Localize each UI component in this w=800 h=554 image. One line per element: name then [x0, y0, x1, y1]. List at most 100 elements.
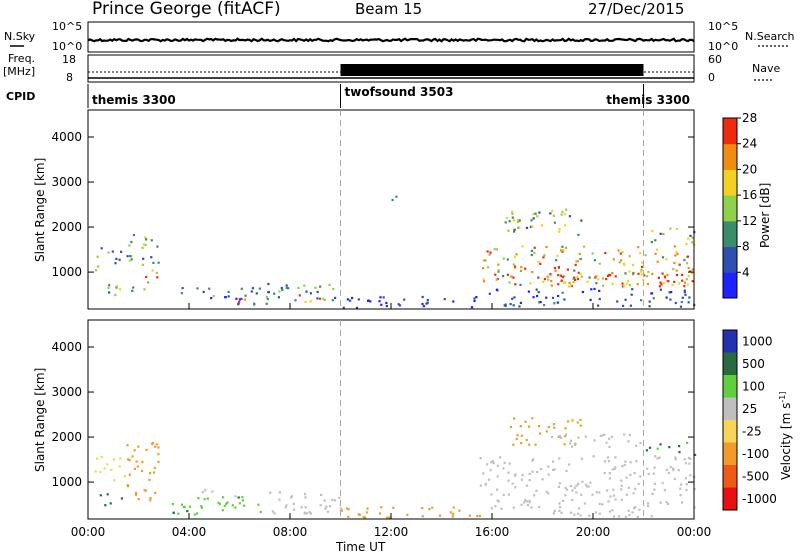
scatter-cell: [285, 284, 288, 287]
scatter-cell: [632, 507, 636, 510]
power-colorbar-swatch: [723, 195, 737, 222]
scatter-cell: [524, 267, 527, 270]
scatter-cell: [532, 213, 535, 216]
scatter-cell: [558, 457, 561, 460]
scatter-cell: [490, 507, 493, 510]
scatter-cell: [577, 512, 580, 515]
scatter-cell: [300, 506, 303, 509]
scatter-cell: [539, 301, 542, 304]
scatter-cell: [613, 467, 616, 470]
scatter-cell: [589, 298, 592, 301]
scatter-cell: [507, 229, 510, 232]
scatter-cell: [573, 486, 576, 490]
scatter-cell: [621, 282, 624, 285]
scatter-cell: [591, 493, 594, 496]
scatter-cell: [581, 480, 584, 483]
scatter-cell: [182, 505, 185, 508]
scatter-cell: [675, 251, 678, 254]
scatter-cell: [524, 499, 527, 502]
scatter-cell: [208, 287, 211, 290]
scatter-cell: [564, 486, 567, 490]
scatter-cell: [94, 470, 97, 473]
scatter-cell: [537, 425, 541, 428]
scatter-cell: [645, 449, 648, 452]
velocity-colorbar-swatch: [723, 442, 737, 466]
scatter-cell: [319, 504, 322, 507]
scatter-cell: [152, 471, 156, 474]
scatter-cell: [568, 215, 571, 218]
scatter-cell: [559, 506, 562, 509]
scatter-cell: [640, 299, 643, 302]
scatter-cell: [683, 458, 686, 461]
scatter-cell: [258, 287, 261, 290]
scatter-cell: [586, 280, 589, 283]
scatter-cell: [623, 264, 626, 267]
scatter-cell: [672, 268, 675, 271]
cpid-row: CPID themis 3300 twofsound 3503 themis 330…: [6, 84, 690, 108]
scatter-cell: [378, 512, 382, 515]
scatter-cell: [520, 503, 523, 506]
scatter-cell: [552, 468, 555, 471]
scatter-cell: [675, 269, 678, 272]
scatter-cell: [238, 298, 241, 301]
scatter-cell: [385, 304, 388, 308]
scatter-cell: [331, 299, 334, 302]
scatter-cell: [537, 260, 540, 263]
scatter-cell: [496, 499, 499, 502]
nsky-panel: N.Sky 10^5 10^0 10^5 10^0 N.Search: [4, 20, 795, 53]
scatter-cell: [106, 493, 109, 496]
scatter-cell: [561, 291, 564, 294]
scatter-cell: [619, 252, 622, 255]
scatter-cell: [186, 510, 189, 513]
scatter-cell: [612, 494, 616, 497]
scatter-cell: [534, 443, 537, 446]
scatter-cell: [154, 445, 157, 448]
scatter-cell: [632, 271, 635, 275]
scatter-cell: [580, 219, 583, 222]
scatter-cell: [421, 515, 424, 518]
scatter-cell: [511, 212, 514, 215]
scatter-cell: [673, 477, 676, 480]
scatter-cell: [532, 217, 535, 220]
scatter-cell: [475, 296, 478, 299]
scatter-cell: [489, 469, 492, 472]
scatter-cell: [133, 467, 136, 470]
scatter-cell: [479, 457, 482, 460]
scatter-cell: [328, 283, 331, 286]
scatter-cell: [519, 425, 522, 428]
scatter-cell: [547, 278, 550, 281]
scatter-cell: [643, 274, 646, 277]
velocity-colorbar-swatch: [723, 330, 737, 353]
velocity-colorbar-tick: -100: [742, 447, 769, 461]
scatter-cell: [691, 268, 694, 271]
scatter-cell: [528, 479, 531, 482]
scatter-cell: [545, 490, 548, 494]
scatter-cell: [278, 498, 281, 501]
velocity-colorbar-tick: -1000: [742, 492, 777, 506]
scatter-cell: [365, 511, 368, 514]
scatter-cell: [149, 497, 152, 500]
velocity-ylabel: Slant Range [km]: [33, 368, 47, 472]
scatter-cell: [647, 270, 650, 273]
scatter-cell: [96, 255, 99, 258]
power-colorbar-tick: 20: [742, 162, 757, 176]
scatter-cell: [508, 220, 511, 223]
scatter-cell: [340, 509, 343, 512]
x-tick-label: 00:00: [71, 525, 106, 539]
scatter-cell: [297, 286, 300, 289]
scatter-cell: [558, 435, 561, 438]
scatter-cell: [502, 493, 505, 496]
scatter-cell: [518, 219, 521, 222]
scatter-cell: [547, 465, 550, 468]
scatter-cell: [631, 511, 634, 514]
scatter-cell: [142, 257, 145, 260]
scatter-cell: [597, 278, 600, 281]
scatter-cell: [521, 245, 524, 248]
scatter-cell: [145, 275, 148, 279]
scatter-cell: [362, 516, 365, 519]
scatter-cell: [559, 274, 563, 277]
scatter-cell: [532, 458, 535, 461]
scatter-cell: [576, 276, 579, 279]
scatter-cell: [599, 434, 602, 437]
scatter-cell: [277, 296, 280, 299]
